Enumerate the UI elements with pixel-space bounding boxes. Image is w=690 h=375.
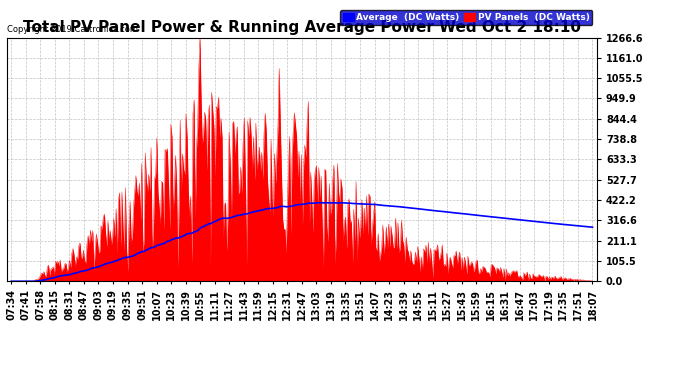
- Text: Copyright 2019 Cartronics.com: Copyright 2019 Cartronics.com: [7, 25, 138, 34]
- Legend: Average  (DC Watts), PV Panels  (DC Watts): Average (DC Watts), PV Panels (DC Watts): [340, 10, 592, 25]
- Title: Total PV Panel Power & Running Average Power Wed Oct 2 18:10: Total PV Panel Power & Running Average P…: [23, 20, 581, 35]
